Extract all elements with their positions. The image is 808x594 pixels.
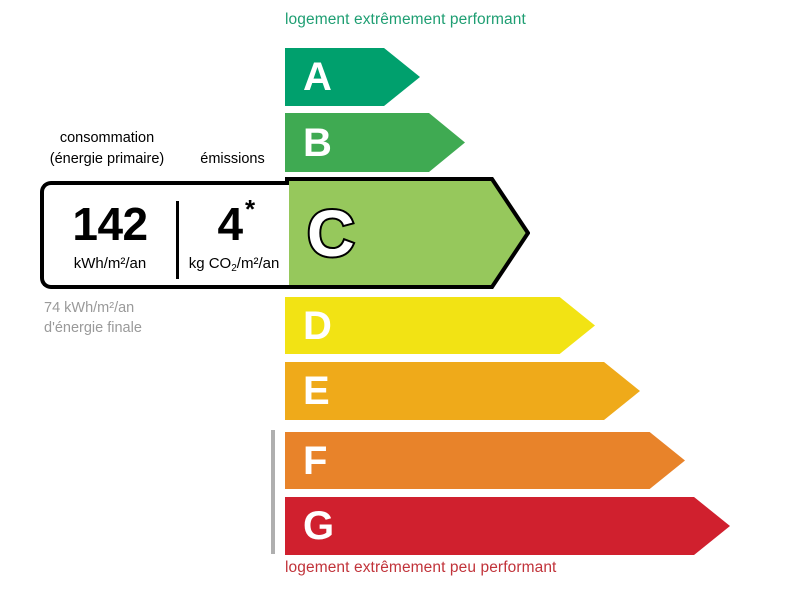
energy-band-f: F	[285, 432, 685, 489]
band-arrow-shape	[285, 362, 640, 420]
consumption-header-line2: (énergie primaire)	[49, 151, 165, 167]
band-arrow-shape	[285, 48, 420, 106]
band-arrow-shape	[285, 177, 530, 289]
band-arrow-shape	[285, 432, 685, 489]
consumption-header-line1: consommation	[59, 130, 155, 146]
emissions-value: 4	[217, 198, 243, 250]
band-arrow-shape	[285, 113, 465, 172]
value-readout-box: 142 kWh/m²/an 4 * kg CO2/m²/an	[40, 181, 289, 289]
emissions-asterisk: *	[245, 194, 256, 224]
energy-band-e: E	[285, 362, 640, 420]
band-arrow-shape	[285, 497, 730, 555]
emissions-header: émissions	[200, 151, 265, 167]
emissions-unit-suffix: /m²/an	[236, 255, 280, 272]
final-energy-line2: d'énergie finale	[44, 320, 142, 336]
final-energy-note: 74 kWh/m²/an d'énergie finale	[44, 298, 142, 338]
consumption-value: 142	[72, 198, 148, 250]
consumption-cell: 142 kWh/m²/an	[44, 185, 176, 285]
consumption-unit: kWh/m²/an	[73, 255, 147, 272]
emissions-unit: kg CO2/m²/an	[179, 255, 289, 274]
final-energy-line1: 74 kWh/m²/an	[44, 300, 135, 316]
emissions-cell: 4 * kg CO2/m²/an	[179, 185, 289, 285]
energy-band-d: D	[285, 297, 595, 354]
energy-band-c: C	[285, 177, 530, 289]
band-arrow-shape	[285, 297, 595, 354]
grey-vertical-rule	[271, 430, 275, 554]
caption-worst-performance: logement extrêmement peu performant	[285, 559, 557, 576]
energy-band-b: B	[285, 113, 465, 172]
energy-band-g: G	[285, 497, 730, 555]
emissions-unit-subscript: 2	[231, 263, 237, 274]
energy-band-a: A	[285, 48, 420, 106]
caption-best-performance: logement extrêmement performant	[285, 11, 526, 28]
emissions-unit-prefix: kg CO	[188, 255, 232, 272]
value-box-divider	[176, 201, 179, 279]
left-header-labels: consommation (énergie primaire) émission…	[0, 130, 285, 180]
